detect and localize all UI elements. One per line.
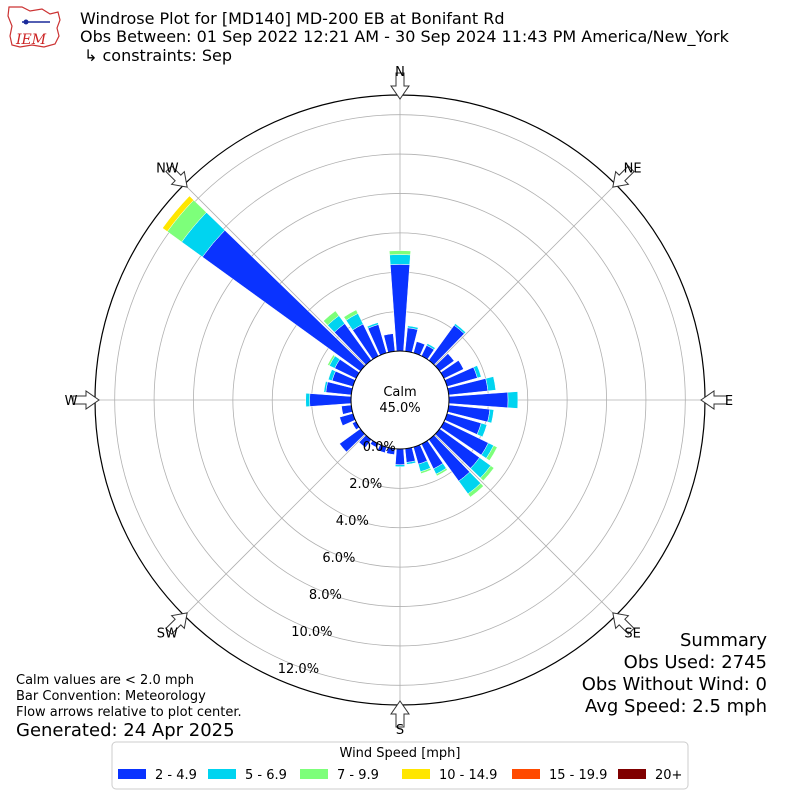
windrose-bar-segment xyxy=(327,354,336,367)
direction-label-s: S xyxy=(396,723,404,738)
legend-label: 2 - 4.9 xyxy=(155,768,197,783)
legend: Wind Speed [mph] 2 - 4.9 5 - 6.9 7 - 9.9 10… xyxy=(111,741,689,790)
flow-arrow xyxy=(165,165,188,188)
windrose-bar-segment xyxy=(485,376,497,392)
windrose-bar-segment xyxy=(162,195,195,232)
chart-title: Windrose Plot for [MD140] MD-200 EB at B… xyxy=(80,9,504,28)
windrose-bar-segment xyxy=(323,310,340,326)
direction-label-nw: NW xyxy=(156,161,179,176)
legend-swatch xyxy=(118,769,146,779)
direction-label-n: N xyxy=(395,65,405,80)
legend-swatch xyxy=(208,769,236,779)
windrose-bar-segment xyxy=(343,309,359,321)
flow-arrow xyxy=(612,612,635,635)
summary-avg-speed: Avg Speed: 2.5 mph xyxy=(585,696,767,717)
windrose-bar-segment xyxy=(487,409,495,424)
legend-frame xyxy=(111,741,689,790)
windrose-bar-segment xyxy=(473,365,482,379)
legend-swatch xyxy=(402,769,430,779)
flow-arrow xyxy=(165,612,188,635)
windrose-bar-segment xyxy=(327,369,336,381)
direction-label-ne: NE xyxy=(624,161,642,176)
legend-label: 5 - 6.9 xyxy=(245,768,287,783)
windrose-bar-segment xyxy=(453,323,466,335)
legend-swatch xyxy=(300,769,328,779)
flow-arrow xyxy=(390,700,410,728)
windrose-bar-segment xyxy=(406,460,417,465)
direction-label-sw: SW xyxy=(157,627,178,642)
iem-logo-dot xyxy=(23,19,29,25)
flow-arrow xyxy=(72,390,100,410)
chart-subtitle-constraints: ↳ constraints: Sep xyxy=(84,46,232,65)
legend-label: 15 - 19.9 xyxy=(549,768,607,783)
calm-circle xyxy=(350,350,450,450)
direction-labels: N NE E SE S SW W NW xyxy=(65,65,734,738)
legend-items: 2 - 4.9 5 - 6.9 7 - 9.9 10 - 14.9 15 - 19.9 2… xyxy=(118,768,682,783)
direction-spoke xyxy=(184,184,366,366)
iem-logo: IEM xyxy=(7,6,61,48)
legend-label: 10 - 14.9 xyxy=(439,768,497,783)
direction-spoke xyxy=(434,184,616,366)
note-bar-convention: Bar Convention: Meteorology xyxy=(16,689,206,704)
radial-tick-label: 6.0% xyxy=(322,551,355,566)
windrose-bar-segment xyxy=(389,254,411,265)
windrose-bar-segment xyxy=(507,391,519,409)
iem-logo-text: IEM xyxy=(15,32,47,48)
note-calm: Calm values are < 2.0 mph xyxy=(16,673,194,688)
radial-tick-label: 0.0% xyxy=(363,440,396,455)
legend-title: Wind Speed [mph] xyxy=(340,746,461,761)
radial-tick-label: 10.0% xyxy=(291,625,332,640)
direction-label-w: W xyxy=(65,394,78,409)
summary-obs-without-wind: Obs Without Wind: 0 xyxy=(582,674,767,695)
legend-label: 20+ xyxy=(655,768,682,783)
windrose-bar-segment xyxy=(485,445,498,461)
legend-swatch xyxy=(512,769,540,779)
windrose-bar-segment xyxy=(426,343,436,350)
flow-arrow xyxy=(612,165,635,188)
windrose-bar-segment xyxy=(448,392,509,408)
radial-tick-labels: 0.0% 2.0% 4.0% 6.0% 8.0% 10.0% 12.0% xyxy=(278,440,396,677)
legend-label: 7 - 9.9 xyxy=(337,768,379,783)
generated-date: Generated: 24 Apr 2025 xyxy=(16,720,235,741)
direction-spoke xyxy=(184,434,366,616)
direction-label-e: E xyxy=(725,394,733,409)
calm-value: 45.0% xyxy=(379,401,420,416)
flow-arrow xyxy=(700,390,728,410)
summary-title: Summary xyxy=(680,630,767,651)
windrose-bar-segment xyxy=(323,381,328,393)
windrose-bar-segment xyxy=(309,393,352,407)
legend-swatch xyxy=(618,769,646,779)
windrose-bar-segment xyxy=(341,404,353,415)
windrose-bar-segment xyxy=(395,448,405,466)
windrose-bar-segment xyxy=(480,465,495,482)
direction-label-se: SE xyxy=(624,627,640,642)
summary-obs-used: Obs Used: 2745 xyxy=(624,652,767,673)
windrose-bar-segment xyxy=(404,447,416,463)
radial-tick-label: 12.0% xyxy=(278,662,319,677)
radial-tick-label: 2.0% xyxy=(349,477,382,492)
windrose-bar-segment xyxy=(407,325,419,330)
windrose-bar-segment xyxy=(467,482,484,498)
radial-tick-label: 4.0% xyxy=(336,514,369,529)
windrose-bar-segment xyxy=(389,250,411,256)
iem-logo-state-outline xyxy=(7,6,61,48)
flow-arrow xyxy=(390,72,410,100)
chart-subtitle-range: Obs Between: 01 Sep 2022 12:21 AM - 30 S… xyxy=(80,27,730,47)
windrose-bar-segment xyxy=(476,422,488,438)
windrose-bar-segment xyxy=(202,229,366,372)
windrose-bar-segment xyxy=(435,467,448,477)
windrose-bar-segment xyxy=(305,392,311,408)
calm-label: Calm xyxy=(383,385,416,400)
flow-arrows xyxy=(72,72,728,728)
windrose-bar-segment xyxy=(366,322,379,329)
windrose-bar-segment xyxy=(394,464,406,467)
direction-spoke xyxy=(434,434,616,616)
note-flow-arrows: Flow arrows relative to plot center. xyxy=(16,705,242,720)
radial-tick-label: 8.0% xyxy=(309,588,342,603)
windrose-bars xyxy=(162,195,519,498)
windrose-bar-segment xyxy=(420,467,432,474)
